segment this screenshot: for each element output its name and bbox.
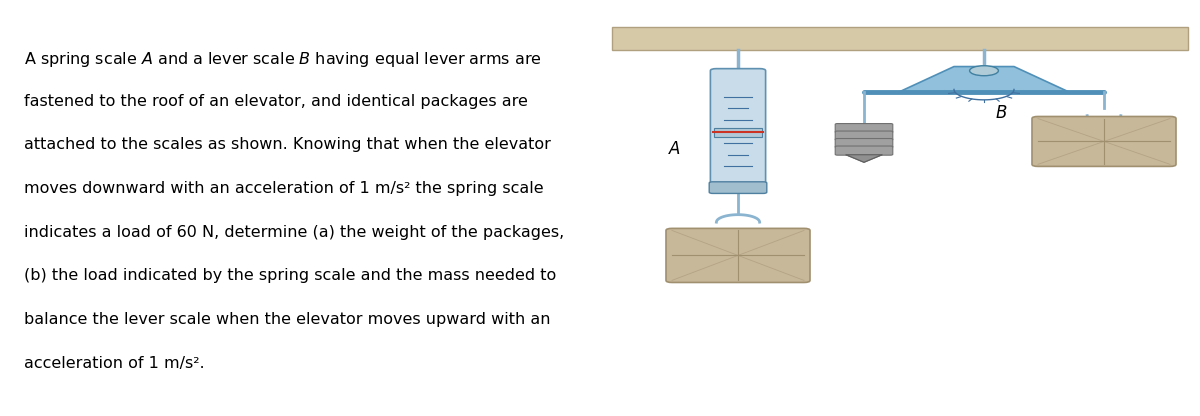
Text: attached to the scales as shown. Knowing that when the elevator: attached to the scales as shown. Knowing… <box>24 137 551 152</box>
FancyBboxPatch shape <box>835 139 893 148</box>
Text: moves downward with an acceleration of 1 m/s² the spring scale: moves downward with an acceleration of 1… <box>24 181 544 196</box>
FancyBboxPatch shape <box>666 228 810 282</box>
Polygon shape <box>900 67 1068 92</box>
FancyBboxPatch shape <box>835 124 893 133</box>
Text: A spring scale $A$ and a lever scale $B$ having equal lever arms are: A spring scale $A$ and a lever scale $B$… <box>24 50 541 69</box>
FancyBboxPatch shape <box>709 182 767 193</box>
Text: acceleration of 1 m/s².: acceleration of 1 m/s². <box>24 356 205 371</box>
FancyBboxPatch shape <box>835 146 893 155</box>
Text: indicates a load of 60 N, determine (a) the weight of the packages,: indicates a load of 60 N, determine (a) … <box>24 225 564 240</box>
Circle shape <box>970 66 998 76</box>
Text: B: B <box>996 104 1007 122</box>
FancyBboxPatch shape <box>710 69 766 185</box>
Text: balance the lever scale when the elevator moves upward with an: balance the lever scale when the elevato… <box>24 312 551 327</box>
FancyBboxPatch shape <box>835 131 893 140</box>
FancyBboxPatch shape <box>612 27 1188 50</box>
FancyBboxPatch shape <box>714 127 762 137</box>
Text: (b) the load indicated by the spring scale and the mass needed to: (b) the load indicated by the spring sca… <box>24 268 557 283</box>
Text: fastened to the roof of an elevator, and identical packages are: fastened to the roof of an elevator, and… <box>24 94 528 109</box>
Text: A: A <box>670 140 680 158</box>
Polygon shape <box>846 155 882 162</box>
FancyBboxPatch shape <box>1032 116 1176 166</box>
